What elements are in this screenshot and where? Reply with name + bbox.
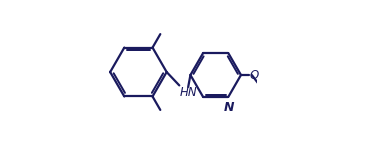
Text: O: O — [250, 69, 259, 81]
Text: N: N — [224, 101, 234, 114]
Text: HN: HN — [180, 86, 198, 99]
